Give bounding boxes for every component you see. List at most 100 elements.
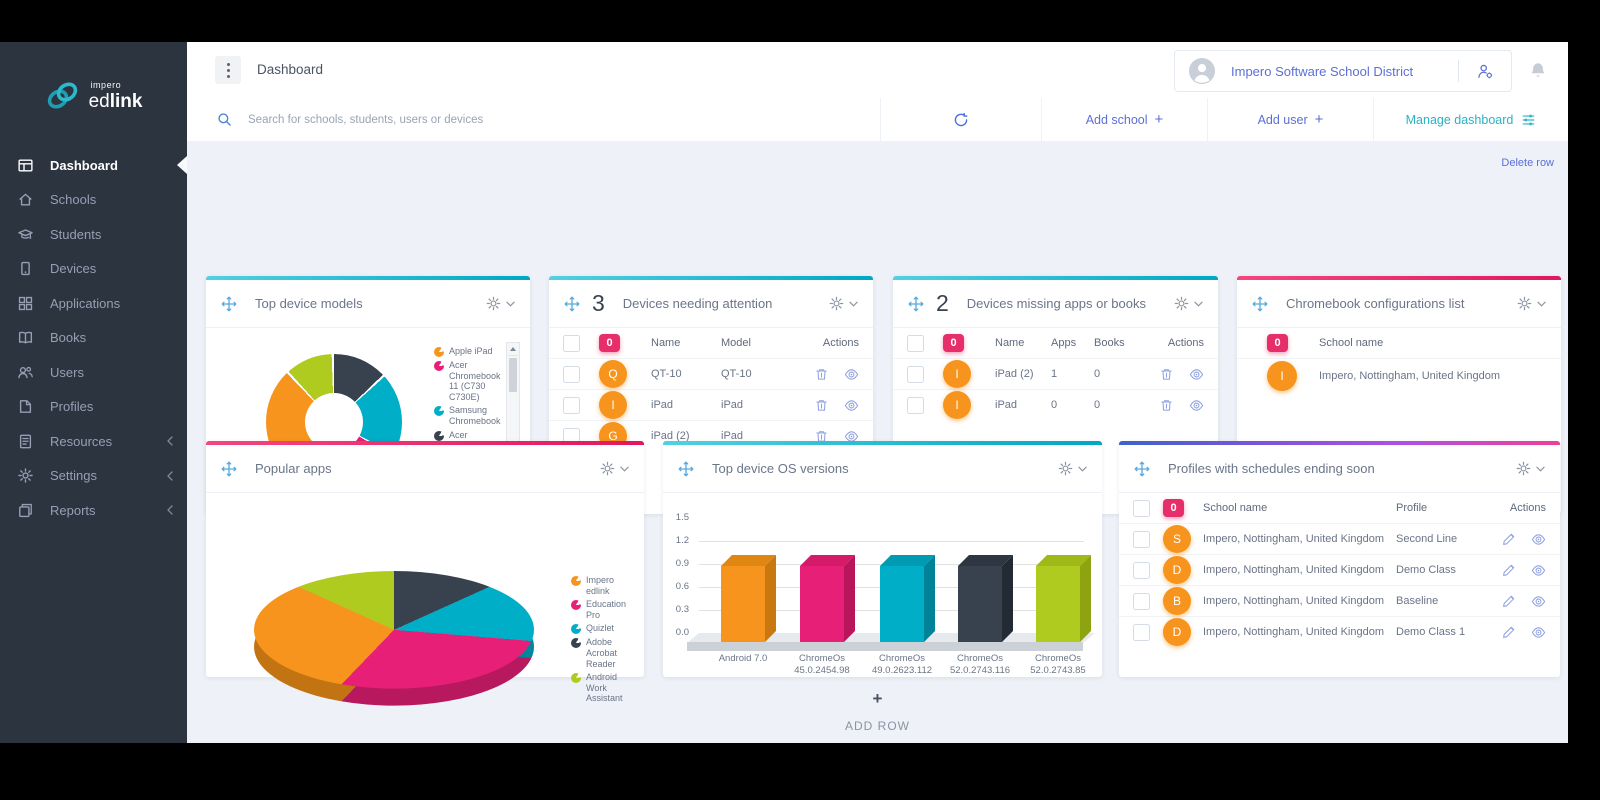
- table-row[interactable]: D Impero, Nottingham, United Kingdom Dem…: [1119, 555, 1560, 586]
- edit-icon[interactable]: [1501, 563, 1516, 578]
- card-settings-button[interactable]: [1517, 296, 1546, 311]
- sidebar-item-applications[interactable]: Applications: [0, 286, 187, 321]
- move-handle-icon[interactable]: [221, 296, 237, 312]
- table-row[interactable]: D Impero, Nottingham, United Kingdom Dem…: [1119, 617, 1560, 647]
- edit-icon[interactable]: [1501, 532, 1516, 547]
- move-handle-icon[interactable]: [221, 461, 237, 477]
- sidebar-item-users[interactable]: Users: [0, 355, 187, 390]
- search-input[interactable]: [246, 112, 880, 127]
- bar-chromeos-52-116[interactable]: [958, 555, 1013, 642]
- view-icon[interactable]: [844, 398, 859, 413]
- sidebar-item-schools[interactable]: Schools: [0, 183, 187, 218]
- account-selector[interactable]: Impero Software School District: [1174, 50, 1512, 92]
- x-tick: ChromeOs 49.0.2623.112: [871, 653, 933, 676]
- select-all-checkbox[interactable]: [1133, 499, 1150, 517]
- card-settings-button[interactable]: [1174, 296, 1203, 311]
- bar-chromeos-52-85[interactable]: [1036, 555, 1091, 642]
- edit-icon[interactable]: [1501, 594, 1516, 609]
- card-settings-button[interactable]: [600, 461, 629, 476]
- legend-item[interactable]: Adobe Acrobat Reader: [571, 637, 635, 669]
- profile-avatar: B: [1163, 587, 1191, 615]
- legend-item[interactable]: Acer Chromebook 11 (C730 C730E): [434, 360, 501, 402]
- table-row[interactable]: I iPad 0 0: [893, 390, 1218, 420]
- sidebar-item-resources[interactable]: Resources: [0, 424, 187, 459]
- refresh-button[interactable]: [880, 98, 1041, 141]
- table-row[interactable]: I iPad (2) 1 0: [893, 359, 1218, 390]
- legend-item[interactable]: Samsung Chromebook: [434, 405, 501, 426]
- legend-item[interactable]: Education Pro: [571, 599, 635, 620]
- table-row[interactable]: Q QT-10 QT-10: [549, 359, 873, 390]
- row-checkbox[interactable]: [1133, 561, 1150, 579]
- select-all-checkbox[interactable]: [563, 334, 580, 352]
- delete-icon[interactable]: [1159, 367, 1174, 382]
- bar-chromeos-45[interactable]: [800, 555, 855, 642]
- view-icon[interactable]: [1531, 563, 1546, 578]
- view-icon[interactable]: [1531, 532, 1546, 547]
- bar-chromeos-49[interactable]: [880, 555, 935, 642]
- delete-icon[interactable]: [814, 398, 829, 413]
- sidebar-item-devices[interactable]: Devices: [0, 252, 187, 287]
- legend-item[interactable]: Quizlet: [571, 623, 635, 635]
- row-checkbox[interactable]: [1133, 623, 1150, 641]
- move-handle-icon[interactable]: [908, 296, 924, 312]
- view-icon[interactable]: [1531, 594, 1546, 609]
- row-checkbox[interactable]: [563, 396, 580, 414]
- sidebar-item-dashboard[interactable]: Dashboard: [0, 148, 187, 183]
- popular-apps-pie-chart[interactable]: [254, 571, 534, 707]
- add-user-button[interactable]: Add user +: [1207, 98, 1373, 141]
- sidebar-item-students[interactable]: Students: [0, 217, 187, 252]
- card-settings-button[interactable]: [486, 296, 515, 311]
- view-icon[interactable]: [1189, 398, 1204, 413]
- row-checkbox[interactable]: [907, 365, 924, 383]
- row-checkbox[interactable]: [563, 365, 580, 383]
- sidebar-item-profiles[interactable]: Profiles: [0, 390, 187, 425]
- legend-item[interactable]: Android Work Assistant: [571, 672, 635, 704]
- pie-glyph-icon: [434, 361, 444, 371]
- legend-item[interactable]: Apple iPad: [434, 346, 500, 357]
- chart-floor-front: [687, 642, 1083, 651]
- os-versions-bar-chart[interactable]: 1.5 1.2 0.9 0.6 0.3 0.0: [663, 493, 1102, 682]
- table-row[interactable]: S Impero, Nottingham, United Kingdom Sec…: [1119, 524, 1560, 555]
- edlink-logo-icon: [47, 82, 77, 109]
- view-icon[interactable]: [1189, 367, 1204, 382]
- sidebar-item-reports[interactable]: Reports: [0, 493, 187, 528]
- move-handle-icon[interactable]: [564, 296, 580, 312]
- chevron-down-icon: [1536, 466, 1545, 471]
- row-checkbox[interactable]: [1133, 592, 1150, 610]
- scroll-up-button[interactable]: [508, 343, 518, 356]
- select-all-checkbox[interactable]: [907, 334, 924, 352]
- add-school-button[interactable]: Add school +: [1041, 98, 1207, 141]
- card-accent-strip: [206, 276, 530, 280]
- kebab-menu-icon[interactable]: [215, 56, 241, 84]
- user-settings-button[interactable]: [1459, 63, 1511, 80]
- move-handle-icon[interactable]: [1134, 461, 1150, 477]
- delete-icon[interactable]: [1159, 398, 1174, 413]
- card-settings-button[interactable]: [1058, 461, 1087, 476]
- move-handle-icon[interactable]: [1252, 296, 1268, 312]
- bar-android-7-0[interactable]: [721, 555, 776, 642]
- delete-icon[interactable]: [814, 367, 829, 382]
- count-badge: 0: [943, 334, 964, 352]
- delete-row-link-1[interactable]: Delete row: [1501, 157, 1554, 169]
- row-checkbox[interactable]: [1133, 530, 1150, 548]
- card-settings-button[interactable]: [1516, 461, 1545, 476]
- card-settings-button[interactable]: [829, 296, 858, 311]
- add-row-button[interactable]: + ADD ROW: [187, 689, 1568, 733]
- view-icon[interactable]: [1531, 625, 1546, 640]
- sidebar-item-books[interactable]: Books: [0, 321, 187, 356]
- table-row[interactable]: I iPad iPad: [549, 390, 873, 421]
- row-checkbox[interactable]: [907, 396, 924, 414]
- manage-dashboard-button[interactable]: Manage dashboard: [1373, 98, 1568, 141]
- sidebar-item-settings[interactable]: Settings: [0, 459, 187, 494]
- scrollbar-thumb[interactable]: [509, 358, 517, 392]
- table-row[interactable]: B Impero, Nottingham, United Kingdom Bas…: [1119, 586, 1560, 617]
- table-row[interactable]: I Impero, Nottingham, United Kingdom: [1237, 359, 1561, 393]
- legend-item[interactable]: Impero edlink: [571, 575, 635, 596]
- plus-icon: +: [1154, 111, 1164, 128]
- x-tick: ChromeOs 45.0.2454.98: [794, 653, 850, 676]
- device-avatar: I: [943, 360, 971, 388]
- edit-icon[interactable]: [1501, 625, 1516, 640]
- view-icon[interactable]: [844, 367, 859, 382]
- move-handle-icon[interactable]: [678, 461, 694, 477]
- notifications-bell-icon[interactable]: [1529, 61, 1547, 80]
